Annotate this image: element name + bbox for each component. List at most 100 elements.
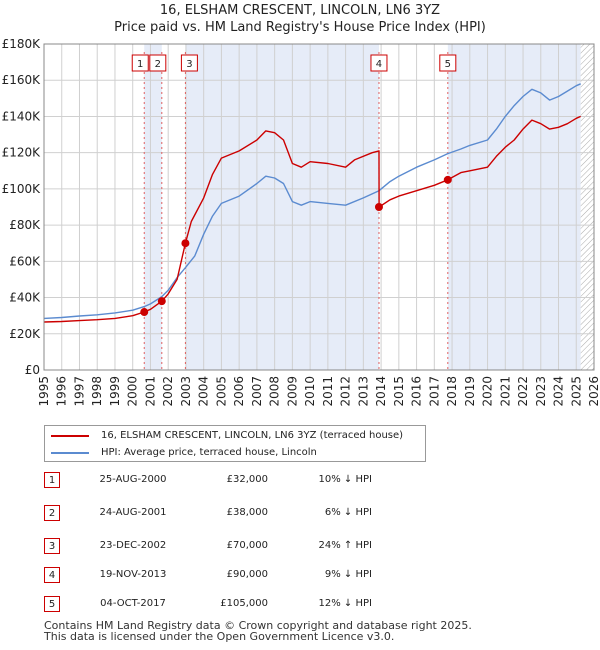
x-tick-label: 1998 (90, 376, 104, 407)
sale-price: £105,000 (220, 598, 268, 609)
x-tick-label: 2026 (587, 376, 600, 407)
x-tick-label: 2024 (552, 376, 566, 407)
x-tick-label: 2017 (427, 376, 441, 407)
sale-row: 3 23-DEC-2002 £70,000 24% ↑ HPI (44, 538, 444, 556)
x-tick-label: 2013 (356, 376, 370, 407)
sale-date: 24-AUG-2001 (99, 507, 167, 518)
forecast-hatch (580, 44, 594, 370)
y-tick-label: £160K (2, 73, 42, 87)
sale-price: £38,000 (226, 507, 268, 518)
x-tick-label: 2005 (214, 376, 228, 407)
ownership-shade (185, 44, 379, 370)
sale-marker-badge: 5 (44, 596, 60, 612)
x-tick-label: 1997 (72, 376, 86, 407)
sale-point (374, 203, 383, 211)
footer-copyright: Contains HM Land Registry data © Crown c… (44, 619, 472, 632)
y-tick-label: £180K (2, 37, 42, 51)
x-tick-label: 2022 (516, 376, 530, 407)
x-tick-label: 2021 (498, 376, 512, 407)
x-tick-label: 1995 (37, 376, 51, 407)
x-tick-label: 2023 (534, 376, 548, 407)
sale-marker-label: 2 (155, 59, 161, 70)
chart-subtitle: Price paid vs. HM Land Registry's House … (114, 20, 486, 35)
sale-marker-label: 4 (376, 59, 382, 70)
sale-marker-box (370, 54, 388, 72)
sale-date: 25-AUG-2000 (99, 474, 167, 485)
x-tick-label: 2009 (285, 376, 299, 407)
chart-title-block: 16, ELSHAM CRESCENT, LINCOLN, LN6 3YZ Pr… (0, 2, 600, 36)
sale-marker-box (131, 54, 149, 72)
y-tick-label: £60K (9, 254, 41, 268)
sale-point (181, 239, 190, 248)
y-tick-label: £120K (2, 146, 42, 160)
x-tick-label: 1996 (55, 376, 69, 407)
x-tick-label: 2002 (161, 376, 175, 407)
y-tick-label: £140K (2, 109, 42, 123)
x-tick-label: 2008 (268, 376, 282, 407)
ownership-shade (144, 44, 162, 370)
sale-row: 1 25-AUG-2000 £32,000 10% ↓ HPI (44, 472, 444, 490)
sale-point (140, 308, 149, 317)
x-tick-label: 2004 (197, 376, 211, 407)
y-tick-label: £0 (25, 363, 40, 377)
sale-marker-badge: 3 (44, 538, 60, 554)
footer: Contains HM Land Registry data © Crown c… (44, 620, 472, 642)
sale-point (157, 297, 166, 306)
sale-hpi-diff: 9% ↓ HPI (324, 569, 372, 580)
x-tick-label: 2006 (232, 376, 246, 407)
x-tick-label: 2020 (481, 376, 495, 407)
hpi-line (43, 83, 581, 320)
x-tick-label: 2007 (250, 376, 264, 407)
sale-date: 04-OCT-2017 (100, 598, 166, 609)
x-tick-label: 2016 (410, 376, 424, 407)
legend: 16, ELSHAM CRESCENT, LINCOLN, LN6 3YZ (t… (44, 425, 426, 462)
sale-marker-label: 1 (137, 59, 143, 70)
sale-date: 19-NOV-2013 (99, 569, 167, 580)
x-tick-label: 2003 (179, 376, 193, 407)
legend-swatch-property (51, 435, 89, 437)
sale-price: £70,000 (226, 540, 268, 551)
sale-row: 5 04-OCT-2017 £105,000 12% ↓ HPI (44, 596, 444, 614)
x-tick-label: 1999 (108, 376, 122, 407)
x-tick-label: 2001 (143, 376, 157, 407)
sale-marker-badge: 1 (44, 472, 60, 488)
legend-swatch-hpi (51, 452, 89, 454)
sale-date: 23-DEC-2002 (99, 540, 167, 551)
sale-row: 2 24-AUG-2001 £38,000 6% ↓ HPI (44, 505, 444, 523)
y-tick-label: £40K (9, 291, 41, 305)
y-tick-label: £100K (2, 182, 42, 196)
sale-row: 4 19-NOV-2013 £90,000 9% ↓ HPI (44, 567, 444, 585)
sale-marker-label: 3 (186, 59, 192, 70)
sale-hpi-diff: 24% ↑ HPI (318, 540, 372, 551)
x-tick-label: 2000 (126, 376, 140, 407)
x-tick-label: 2025 (569, 376, 583, 407)
chart-title: 16, ELSHAM CRESCENT, LINCOLN, LN6 3YZ (159, 3, 441, 18)
sale-marker-badge: 2 (44, 505, 60, 521)
plot-frame (43, 43, 595, 371)
y-tick-label: £20K (9, 327, 41, 341)
sale-price: £32,000 (226, 474, 268, 485)
ownership-shade (447, 44, 581, 370)
sale-point (443, 175, 452, 184)
x-tick-label: 2012 (339, 376, 353, 407)
sale-hpi-diff: 12% ↓ HPI (318, 598, 372, 609)
x-tick-label: 2019 (463, 376, 477, 407)
x-tick-label: 2011 (321, 376, 335, 407)
legend-label-hpi: HPI: Average price, terraced house, Linc… (101, 447, 317, 458)
x-tick-label: 2015 (392, 376, 406, 407)
legend-label-property: 16, ELSHAM CRESCENT, LINCOLN, LN6 3YZ (t… (101, 430, 404, 441)
y-tick-label: £80K (9, 218, 41, 232)
price-chart: 1 2 3 4 5 £0 £20K £40K £60K £80K £100K £120K £140K £… (2, 37, 600, 407)
sale-marker-badge: 4 (44, 567, 60, 583)
x-tick-label: 2014 (374, 376, 388, 407)
sale-marker-box (149, 54, 167, 72)
sale-marker-box (180, 54, 198, 72)
x-tick-label: 2010 (303, 376, 317, 407)
sale-hpi-diff: 6% ↓ HPI (324, 507, 372, 518)
x-tick-label: 2018 (445, 376, 459, 407)
sale-price: £90,000 (226, 569, 268, 580)
footer-licence: This data is licensed under the Open Gov… (44, 630, 395, 643)
sale-hpi-diff: 10% ↓ HPI (318, 474, 372, 485)
sale-marker-label: 5 (445, 59, 451, 70)
sale-marker-box (439, 54, 457, 72)
